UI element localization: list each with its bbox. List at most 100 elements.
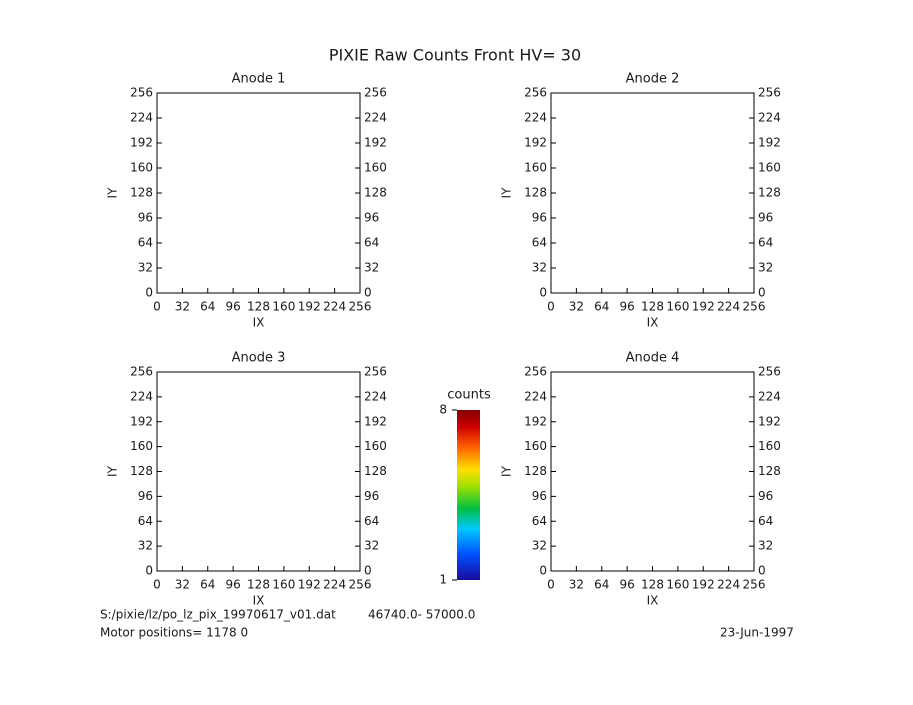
motor-positions: Motor positions= 1178 0 [100,626,248,640]
y-tick-label: 32 [532,539,547,553]
x-tick-label: 128 [641,578,664,592]
x-tick-label: 192 [692,300,715,314]
x-tick-label: 256 [743,578,766,592]
y-tick-label: 64 [532,514,547,528]
x-tick-label: 0 [547,300,555,314]
y2-tick-label: 32 [758,539,773,553]
y-tick-label: 0 [145,564,153,578]
y2-tick-label: 256 [758,365,781,379]
x-tick-label: 224 [717,300,740,314]
y-tick-label: 224 [130,111,153,125]
y2-tick-label: 32 [364,261,379,275]
x-tick-label: 224 [323,300,346,314]
x-tick-label: 64 [594,578,609,592]
y2-tick-label: 256 [364,86,387,100]
x-tick-label: 224 [717,578,740,592]
x-tick-label: 32 [569,578,584,592]
y2-tick-label: 128 [758,186,781,200]
x-tick-label: 256 [349,578,372,592]
y2-tick-label: 160 [364,439,387,453]
count-range: 46740.0- 57000.0 [368,608,475,622]
x-tick-label: 192 [692,578,715,592]
x-tick-label: 0 [547,578,555,592]
y-tick-label: 224 [524,389,547,403]
x-tick-label: 128 [247,300,270,314]
x-tick-label: 160 [272,300,295,314]
x-tick-label: 64 [594,300,609,314]
y-tick-label: 128 [130,464,153,478]
y2-tick-label: 128 [364,186,387,200]
y-tick-label: 256 [130,86,153,100]
y2-tick-label: 192 [758,414,781,428]
y-tick-label: 64 [138,236,153,250]
y-tick-label: 128 [524,186,547,200]
y-tick-label: 256 [524,365,547,379]
y-tick-label: 96 [138,489,153,503]
x-tick-label: 0 [153,578,161,592]
y2-tick-label: 0 [758,286,766,300]
y2-tick-label: 224 [758,389,781,403]
y-tick-label: 32 [138,261,153,275]
y2-tick-label: 96 [364,211,379,225]
y2-tick-label: 224 [364,389,387,403]
plot-frame [550,371,755,572]
y2-tick-label: 256 [364,365,387,379]
y2-tick-label: 128 [758,464,781,478]
panel-title: Anode 2 [626,72,680,87]
y2-tick-label: 64 [758,236,773,250]
y2-tick-label: 32 [758,261,773,275]
colorbar-label: counts [447,388,491,403]
y-tick-label: 224 [130,389,153,403]
y-tick-label: 64 [532,236,547,250]
x-tick-label: 128 [247,578,270,592]
y2-tick-label: 256 [758,86,781,100]
x-axis-label: IX [253,594,265,608]
panel-title: Anode 3 [232,351,286,366]
y2-tick-label: 96 [758,211,773,225]
y2-tick-label: 224 [758,111,781,125]
panel-title: Anode 1 [232,72,286,87]
date: 23-Jun-1997 [720,626,794,640]
y-tick-label: 192 [130,414,153,428]
y-tick-label: 192 [524,414,547,428]
x-tick-label: 96 [619,578,634,592]
panel-title: Anode 4 [626,351,680,366]
y-tick-label: 160 [130,439,153,453]
y-axis-label: IY [500,465,514,477]
figure-title: PIXIE Raw Counts Front HV= 30 [329,46,581,65]
x-tick-label: 160 [666,578,689,592]
y-tick-label: 96 [138,211,153,225]
x-tick-label: 96 [619,300,634,314]
y-tick-label: 0 [145,286,153,300]
y2-tick-label: 32 [364,539,379,553]
y-tick-label: 256 [524,86,547,100]
y2-tick-label: 192 [758,136,781,150]
colorbar-tick-label: 8 [439,403,447,417]
y2-tick-label: 192 [364,414,387,428]
y2-tick-label: 160 [758,439,781,453]
y-axis-label: IY [500,187,514,199]
x-tick-label: 224 [323,578,346,592]
y2-tick-label: 128 [364,464,387,478]
y-tick-label: 160 [524,439,547,453]
file-name: S:/pixie/lz/po_lz_pix_19970617_v01.dat [100,608,336,622]
x-axis-label: IX [253,316,265,330]
y2-tick-label: 96 [758,489,773,503]
y-tick-label: 160 [130,161,153,175]
x-tick-label: 32 [569,300,584,314]
y-tick-label: 224 [524,111,547,125]
x-tick-label: 64 [200,578,215,592]
x-tick-label: 32 [175,300,190,314]
y-tick-label: 32 [138,539,153,553]
colorbar [457,410,480,580]
y2-tick-label: 64 [758,514,773,528]
colorbar-tick-label: 1 [439,573,447,587]
x-axis-label: IX [647,316,659,330]
y-tick-label: 0 [539,564,547,578]
x-tick-label: 256 [349,300,372,314]
y2-tick-label: 224 [364,111,387,125]
y-tick-label: 0 [539,286,547,300]
y-tick-label: 128 [524,464,547,478]
x-tick-label: 160 [272,578,295,592]
